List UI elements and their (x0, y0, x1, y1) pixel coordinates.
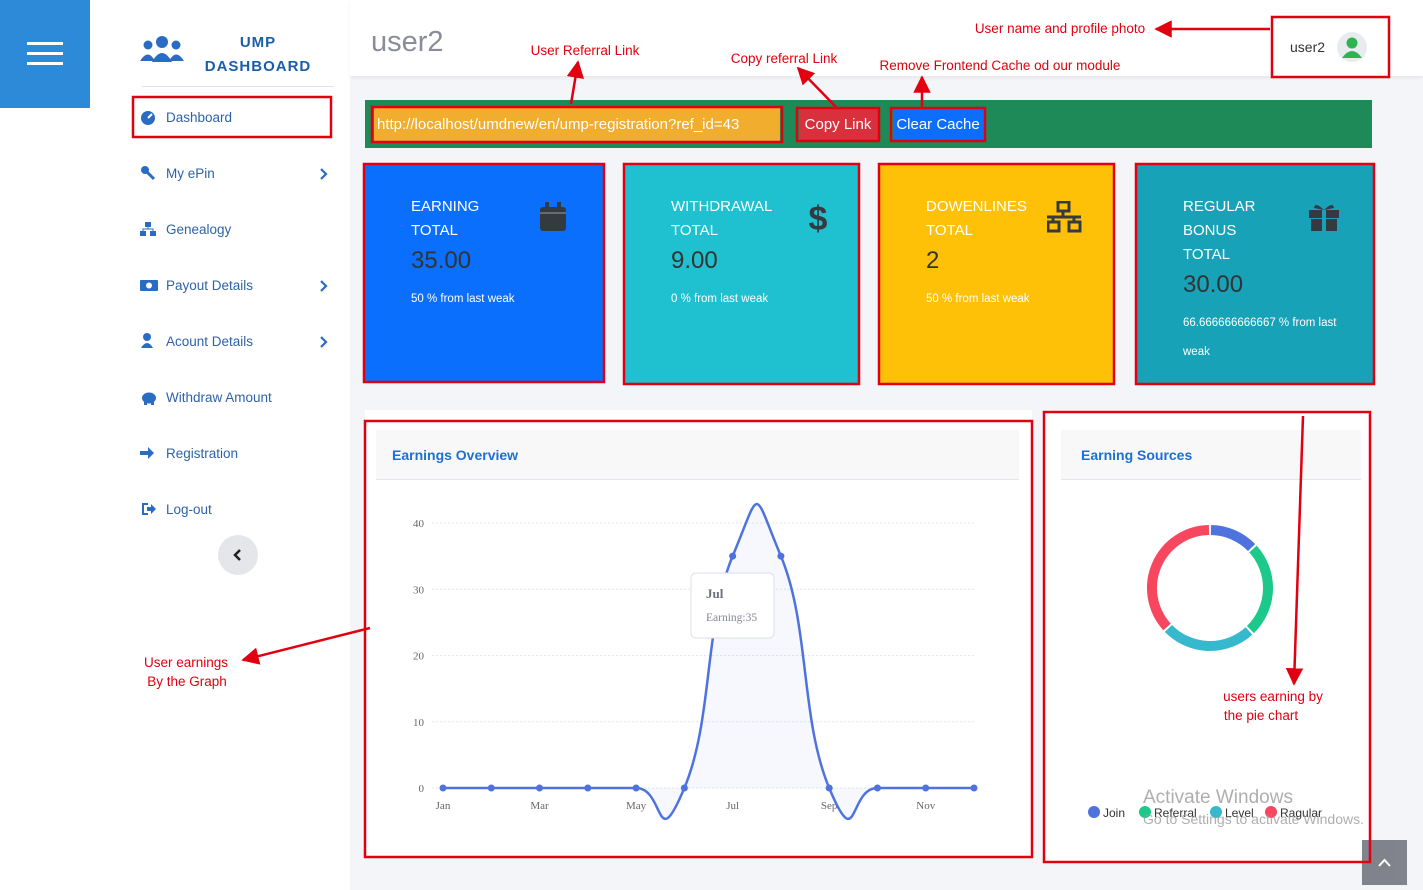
x-tick-label: May (626, 800, 647, 812)
menu-item[interactable]: My ePin (140, 161, 215, 185)
logo-text: UMP DASHBOARD (198, 31, 318, 79)
legend-dot (1088, 806, 1100, 818)
y-tick-label: 0 (419, 783, 425, 795)
legend-label: Level (1225, 806, 1254, 820)
menu-chevron (319, 167, 329, 185)
menu-icon (140, 280, 158, 291)
menu-item[interactable]: Payout Details (140, 273, 253, 297)
logo-line: UMP (239, 34, 277, 51)
menu-label: Withdraw Amount (166, 389, 272, 405)
menu-chevron (319, 279, 329, 297)
menu-label: Log-out (166, 501, 212, 517)
menu-item[interactable]: Withdraw Amount (140, 385, 272, 409)
y-tick-label: 30 (413, 584, 425, 596)
legend-dot (1210, 806, 1222, 818)
tooltip: Jul Earning:35 (690, 572, 775, 639)
scroll-top-icon (1378, 858, 1391, 867)
point (873, 784, 881, 792)
point (487, 784, 495, 792)
x-tick-label: Nov (916, 800, 935, 812)
menu-icon (141, 333, 153, 348)
menu-item[interactable]: Registration (140, 441, 238, 465)
menu-toggle[interactable] (0, 0, 90, 108)
point (680, 784, 688, 792)
menu-item[interactable]: Genealogy (140, 217, 231, 241)
sidebar (90, 0, 350, 890)
y-tick-label: 20 (413, 651, 425, 663)
topbar (350, 0, 1423, 76)
menu-label: Acount Details (166, 333, 254, 349)
doughnut-segment (1147, 525, 1210, 631)
x-tick-label: Mar (530, 800, 549, 812)
menu-label: Genealogy (166, 221, 232, 237)
menu-icon (141, 166, 156, 181)
menu-icon (142, 503, 156, 515)
tooltip-text: Earning:35 (706, 612, 757, 624)
point (777, 552, 785, 560)
point (439, 784, 447, 792)
doughnut-segment (1164, 624, 1253, 651)
menu-item[interactable]: Acount Details (140, 329, 253, 353)
menu-icon (140, 447, 154, 459)
point (536, 784, 544, 792)
point (632, 784, 640, 792)
menu-label: Payout Details (166, 277, 254, 293)
legend-label: Join (1103, 806, 1125, 820)
logo-icon (140, 36, 184, 62)
y-tick-label: 40 (413, 518, 425, 530)
hamburger-icon (27, 42, 63, 65)
point (970, 784, 978, 792)
line-area (443, 503, 974, 819)
collapse-icon (233, 549, 241, 561)
menu-label: Registration (166, 445, 239, 461)
page-title: user2 (371, 26, 444, 58)
menu-label: My ePin (166, 165, 215, 181)
point (584, 784, 592, 792)
tooltip-box (690, 572, 775, 639)
sidebar-divider (142, 86, 334, 87)
doughnut-segment (1246, 545, 1273, 634)
scroll-top-button[interactable] (1362, 840, 1407, 885)
menu-icon (140, 222, 156, 236)
legend-label: Ragular (1280, 806, 1322, 820)
legend-dot (1265, 806, 1277, 818)
tooltip-title: Jul (706, 586, 724, 601)
y-tick-label: 10 (413, 717, 425, 729)
x-tick-label: Jan (436, 800, 451, 812)
sidebar-collapse[interactable] (218, 535, 258, 575)
point (825, 784, 833, 792)
point (729, 552, 737, 560)
left-strip (0, 0, 90, 890)
legend-label: Referral (1154, 806, 1197, 820)
menu-item[interactable]: Log-out (140, 497, 212, 521)
doughnut-segment (1210, 525, 1256, 552)
point (922, 784, 930, 792)
logo-line: DASHBOARD (204, 58, 312, 75)
menu-chevron (319, 335, 329, 353)
menu-icon (142, 392, 156, 405)
x-tick-label: Jul (726, 800, 739, 812)
legend-dot (1139, 806, 1151, 818)
